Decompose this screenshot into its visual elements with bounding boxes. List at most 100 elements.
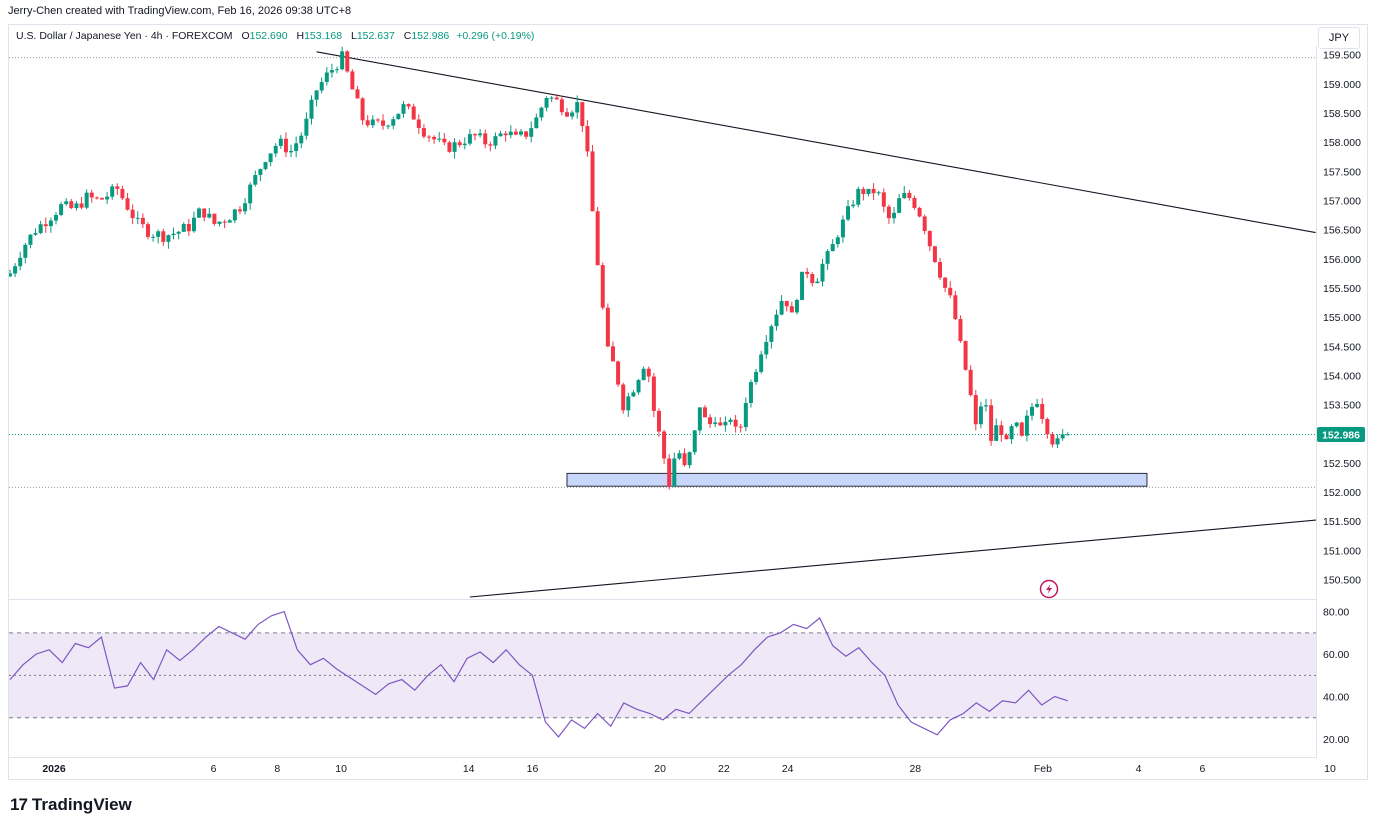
candle-body (38, 224, 43, 234)
price-tick-label: 158.000 (1323, 137, 1361, 149)
flash-icon[interactable] (1039, 579, 1059, 599)
currency-button[interactable]: JPY (1318, 27, 1360, 49)
candle-body (467, 134, 472, 144)
last-price-tag: 152.986 (1317, 427, 1365, 443)
time-tick-label: 8 (274, 763, 280, 775)
candle-body (99, 197, 104, 200)
candle-body (253, 174, 258, 185)
candle-body (529, 128, 534, 137)
candle-body (427, 136, 432, 138)
candle-body (856, 188, 861, 205)
candle-body (120, 188, 125, 199)
candle-body (176, 231, 181, 234)
candles (9, 46, 1070, 490)
candle-body (457, 142, 462, 146)
close-label: C (403, 30, 412, 42)
support-zone[interactable] (566, 472, 1148, 487)
candle-body (13, 266, 18, 274)
symbol-legend: U.S. Dollar / Japanese Yen · 4h · FOREXC… (16, 30, 534, 42)
candle-body (1045, 419, 1050, 435)
candle-body (186, 224, 191, 232)
tradingview-brand: TradingView (31, 795, 132, 814)
price-tick-label: 153.500 (1323, 400, 1361, 412)
candle-body (513, 131, 518, 135)
candle-body (258, 169, 263, 175)
candle-body (166, 235, 171, 242)
candle-body (800, 271, 805, 300)
rsi-band (9, 632, 1316, 718)
candle-body (191, 217, 196, 232)
support-trendline[interactable] (469, 512, 1377, 598)
candle-body (340, 51, 345, 70)
candle-body (1019, 422, 1024, 436)
candle-body (784, 300, 789, 307)
candle-body (830, 244, 835, 252)
candle-body (473, 134, 478, 136)
price-tick-label: 159.000 (1323, 79, 1361, 91)
time-tick-label: 16 (527, 763, 539, 775)
candle-body (370, 119, 375, 126)
candle-body (575, 102, 580, 113)
rsi-pane[interactable] (9, 610, 1316, 738)
low-label: L (350, 30, 357, 42)
candle-body (294, 143, 299, 151)
time-tick-label: 14 (463, 763, 475, 775)
candle-body (64, 201, 69, 205)
rsi-axis[interactable]: 80.00 60.00 40.00 20.00 (1323, 607, 1349, 746)
price-tick-label: 152.500 (1323, 458, 1361, 470)
candle-body (381, 120, 386, 126)
candle-body (677, 453, 682, 459)
candle-body (130, 209, 135, 219)
tradingview-logo[interactable]: 17 TradingView (10, 795, 132, 815)
candle-body (53, 214, 58, 221)
price-pane[interactable] (8, 46, 1377, 598)
candle-body (789, 306, 794, 313)
candle-body (488, 144, 493, 146)
candle-body (651, 376, 656, 411)
time-axis[interactable]: 20266810141620222428Feb4610121418202426 (42, 763, 1377, 775)
rsi-line (9, 610, 1068, 738)
candle-body (754, 371, 759, 383)
candle-body (9, 273, 12, 277)
candle-body (600, 265, 605, 308)
candle-body (289, 150, 294, 153)
price-tick-label: 159.500 (1323, 50, 1361, 62)
open-value: 152.690 (249, 30, 288, 42)
candle-body (610, 346, 615, 362)
resistance-trendline[interactable] (316, 51, 1316, 234)
candle-body (672, 458, 677, 487)
candle-body (723, 421, 728, 426)
change-value: +0.296 (+0.19%) (456, 30, 535, 42)
candle-body (564, 112, 569, 117)
symbol-title[interactable]: U.S. Dollar / Japanese Yen · 4h · FOREXC… (16, 30, 233, 42)
candle-body (493, 136, 498, 146)
candle-body (519, 131, 523, 135)
candle-body (105, 196, 110, 200)
candle-body (585, 126, 590, 152)
candle-body (943, 277, 948, 288)
candle-body (759, 354, 764, 372)
candle-body (156, 231, 161, 237)
candle-body (692, 430, 697, 453)
candle-body (810, 273, 815, 284)
candle-body (503, 133, 508, 136)
candle-body (59, 204, 64, 215)
candle-body (871, 188, 876, 194)
candle-body (345, 51, 350, 72)
price-tick-label: 155.000 (1323, 312, 1361, 324)
candle-body (886, 206, 891, 219)
candle-body (161, 231, 166, 242)
candle-body (181, 224, 186, 232)
chart-caption: Jerry-Chen created with TradingView.com,… (8, 5, 352, 17)
price-tick-label: 158.500 (1323, 108, 1361, 120)
candle-body (1065, 434, 1070, 436)
candle-body (396, 113, 401, 120)
candle-body (718, 422, 723, 426)
candle-body (769, 326, 774, 342)
candle-body (559, 99, 564, 113)
candle-body (335, 69, 340, 71)
candle-body (28, 234, 33, 245)
candle-body (1030, 406, 1034, 416)
price-axis[interactable]: 159.500 159.000 158.500 158.000 157.500 157.0… (1323, 50, 1361, 587)
